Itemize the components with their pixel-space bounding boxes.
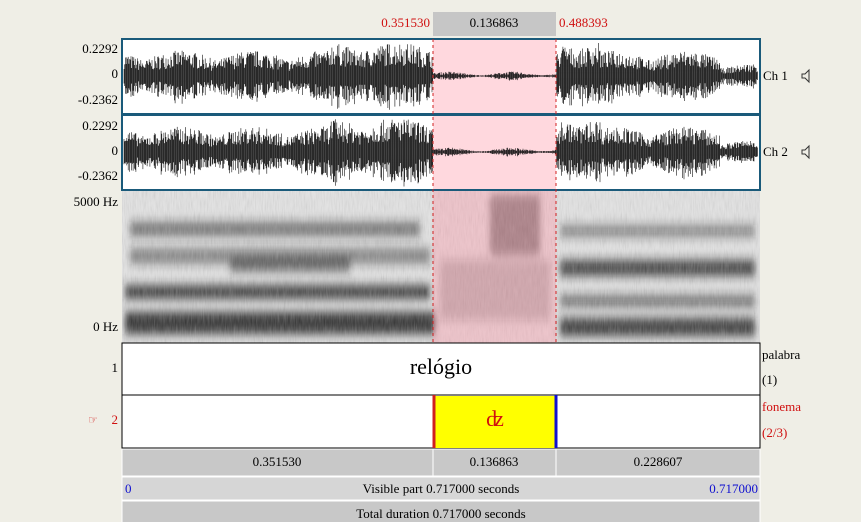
frequency-min: 0 Hz	[93, 319, 118, 334]
amplitude-zero: 0	[112, 143, 119, 158]
tier-count: (1)	[762, 372, 777, 387]
pointer-icon: ☞	[88, 415, 98, 427]
amplitude-max: 0.2292	[82, 41, 118, 56]
selection-end: 0.488393	[559, 15, 608, 30]
tier-number: 1	[112, 360, 119, 375]
selection-start: 0.351530	[381, 15, 430, 30]
total-duration: Total duration 0.717000 seconds	[356, 506, 526, 521]
visible-start: 0	[125, 481, 132, 496]
amplitude-min: -0.2362	[78, 168, 118, 183]
visible-label: Visible part 0.717000 seconds	[363, 481, 520, 496]
amplitude-zero: 0	[112, 66, 119, 81]
visible-end: 0.717000	[709, 481, 758, 496]
amplitude-max: 0.2292	[82, 118, 118, 133]
interval-text[interactable]: ʣ	[486, 406, 504, 431]
channel-label[interactable]: Ch 2	[763, 144, 788, 159]
selection-duration: 0.136863	[470, 15, 519, 30]
duration-text: 0.136863	[470, 454, 519, 469]
tier-name: fonema	[762, 399, 801, 414]
interval-text[interactable]: relógio	[410, 354, 472, 379]
tier-number: 2	[112, 412, 119, 427]
frequency-max: 5000 Hz	[74, 194, 119, 209]
praat-editor: 0.351530 0.136863 0.488393 0.2292 0 -0.2…	[0, 0, 861, 522]
duration-text: 0.228607	[634, 454, 683, 469]
duration-text: 0.351530	[253, 454, 302, 469]
channel-label[interactable]: Ch 1	[763, 68, 788, 83]
tier-name: palabra	[762, 347, 800, 362]
amplitude-min: -0.2362	[78, 92, 118, 107]
tier-count: (2/3)	[762, 425, 787, 440]
